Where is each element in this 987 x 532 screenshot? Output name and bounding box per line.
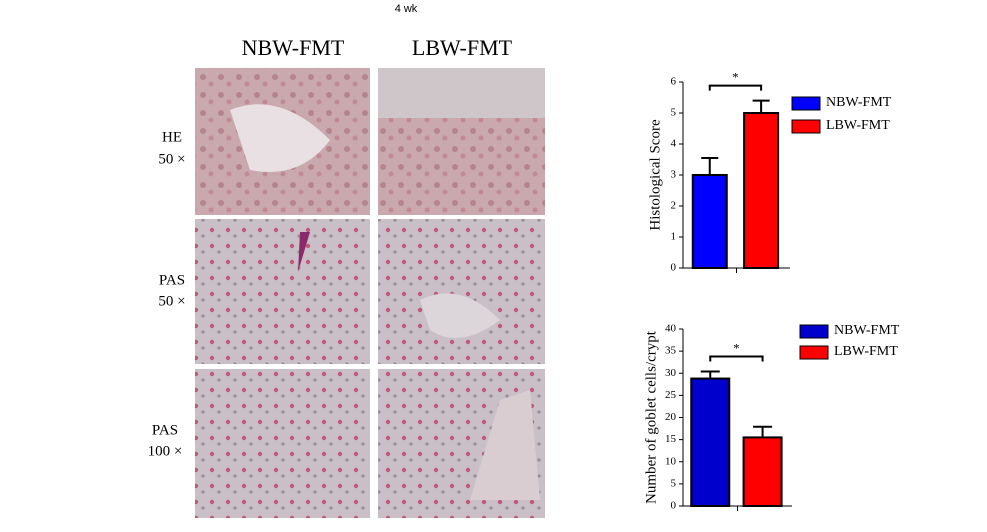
y-axis-label: Number of goblet cells/crypt <box>643 330 659 504</box>
legend-label: NBW-FMT <box>834 323 900 338</box>
significance-bracket <box>708 84 763 91</box>
column-header: NBW-FMT <box>242 35 345 60</box>
row-label: HE <box>162 129 182 145</box>
y-tick-label: 4 <box>671 138 677 150</box>
legend-swatch <box>799 324 829 339</box>
y-tick-label: 5 <box>671 107 677 119</box>
legend-label: LBW-FMT <box>826 118 890 133</box>
y-axis-label: Histological Score <box>647 119 663 231</box>
figure-title: 4 wk <box>395 3 418 15</box>
y-tick-label: 20 <box>665 411 677 423</box>
y-tick-label: 3 <box>671 169 677 181</box>
row-label: 100 × <box>148 443 183 459</box>
row-label: PAS <box>152 422 178 438</box>
y-tick-label: 1 <box>671 231 677 243</box>
legend-label: LBW-FMT <box>834 344 898 359</box>
y-tick-label: 0 <box>671 500 677 512</box>
micrograph <box>195 219 370 364</box>
lumen <box>378 68 545 118</box>
y-tick-label: 0 <box>671 262 677 274</box>
y-tick-label: 25 <box>665 389 677 401</box>
legend-swatch <box>791 119 821 134</box>
micrograph <box>378 219 545 364</box>
lumen <box>230 104 330 172</box>
bar <box>690 377 731 507</box>
y-tick-label: 2 <box>671 200 677 212</box>
significance-bracket <box>709 355 764 362</box>
y-tick-label: 40 <box>665 323 677 335</box>
row-label: PAS <box>159 272 185 288</box>
artifact <box>298 232 310 272</box>
significance-label: * <box>733 340 740 355</box>
y-tick-label: 35 <box>665 345 677 357</box>
bar <box>742 436 783 508</box>
column-header: LBW-FMT <box>412 35 513 60</box>
legend-swatch <box>791 96 821 111</box>
y-tick-label: 30 <box>665 367 677 379</box>
y-tick-label: 5 <box>671 477 677 489</box>
y-tick-label: 15 <box>665 433 677 445</box>
significance-label: * <box>732 70 739 85</box>
lumen <box>420 293 500 338</box>
bar <box>743 112 780 269</box>
micrographs <box>195 68 545 518</box>
legend-label: NBW-FMT <box>826 95 892 110</box>
micrograph <box>195 369 370 518</box>
lumen <box>470 390 540 500</box>
legend-swatch <box>799 345 829 360</box>
row-label: 50 × <box>158 151 185 167</box>
y-tick-label: 6 <box>671 76 677 88</box>
bar <box>691 174 728 269</box>
y-tick-label: 10 <box>665 455 677 467</box>
row-label: 50 × <box>158 293 185 309</box>
